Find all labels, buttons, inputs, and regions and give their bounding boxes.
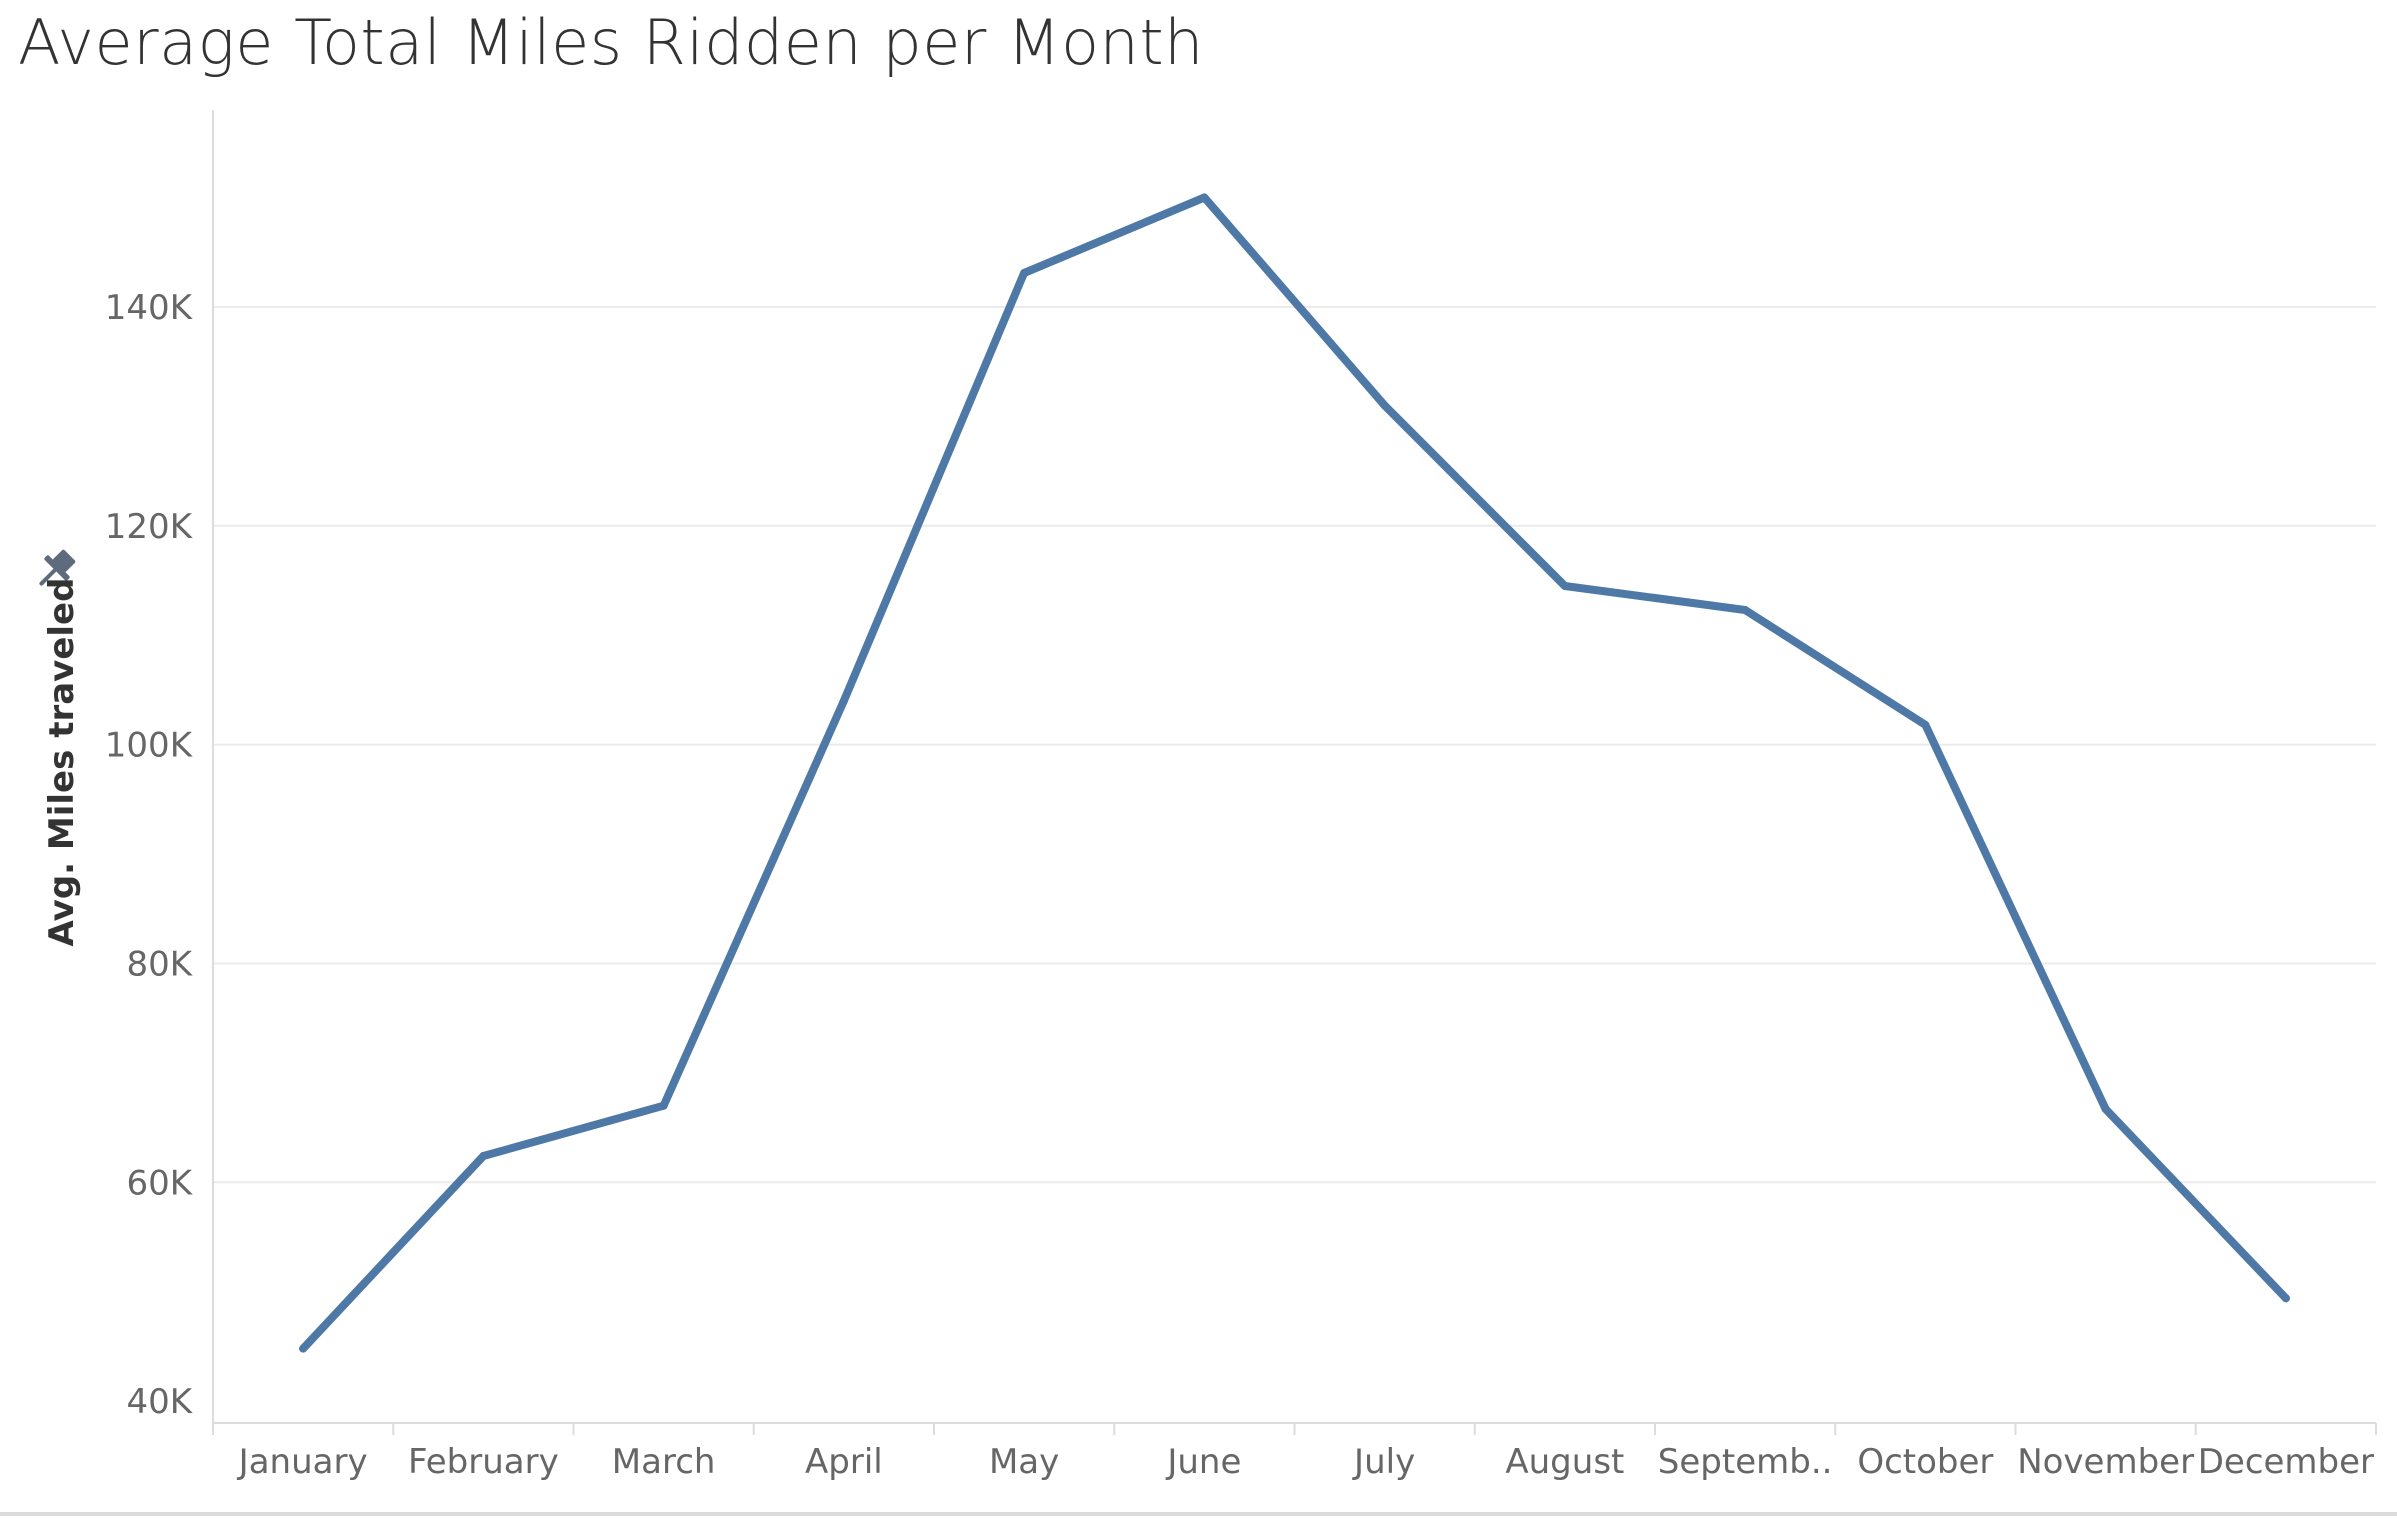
data-point xyxy=(659,1101,668,1110)
x-tick-label: October xyxy=(1857,1442,1993,1482)
y-tick-label: 60K xyxy=(126,1163,193,1203)
y-axis-title[interactable]: Avg. Miles traveled xyxy=(42,578,82,947)
chart-title: Average Total Miles Ridden per Month xyxy=(18,6,1204,79)
y-axis-ticks: 40K 60K 80K 100K 120K 140K xyxy=(105,288,194,1422)
gridlines xyxy=(213,305,2376,1184)
series-layer xyxy=(299,193,2290,1353)
data-point xyxy=(839,696,848,705)
x-tick-label: February xyxy=(408,1442,559,1482)
x-tick-label: January xyxy=(237,1442,368,1482)
data-point xyxy=(1560,581,1569,590)
pin-needle xyxy=(39,568,57,586)
y-tick-label: 120K xyxy=(105,507,194,547)
data-point xyxy=(1741,606,1750,615)
series-line xyxy=(299,193,2290,1353)
x-tick-label: June xyxy=(1165,1442,1241,1482)
data-point xyxy=(1921,720,1930,729)
pin-collar xyxy=(44,555,70,581)
x-tick-label: November xyxy=(2017,1442,2194,1482)
data-point xyxy=(1020,269,1029,278)
data-point xyxy=(2101,1104,2110,1113)
data-point xyxy=(2281,1294,2290,1303)
data-point xyxy=(479,1152,488,1161)
x-tick-label: July xyxy=(1352,1442,1415,1482)
data-point xyxy=(299,1344,308,1353)
x-tick-label: May xyxy=(989,1442,1059,1482)
x-axis-ticks: January February March April May June July Augu… xyxy=(212,1423,2377,1482)
x-tick-label: August xyxy=(1505,1442,1624,1482)
x-tick-label: March xyxy=(612,1442,716,1482)
y-tick-label: 140K xyxy=(105,288,194,328)
data-point xyxy=(1200,193,1209,202)
pin-icon[interactable] xyxy=(30,544,81,595)
y-axis-title-group[interactable]: Avg. Miles traveled xyxy=(30,544,82,946)
data-point xyxy=(1380,401,1389,410)
bottom-divider xyxy=(0,1512,2397,1516)
x-tick-label: December xyxy=(2198,1442,2374,1482)
x-tick-label: April xyxy=(805,1442,883,1482)
y-tick-label: 40K xyxy=(126,1382,193,1422)
y-tick-label: 80K xyxy=(126,944,193,984)
y-tick-label: 100K xyxy=(105,726,194,766)
x-tick-label: Septemb.. xyxy=(1658,1442,1833,1482)
